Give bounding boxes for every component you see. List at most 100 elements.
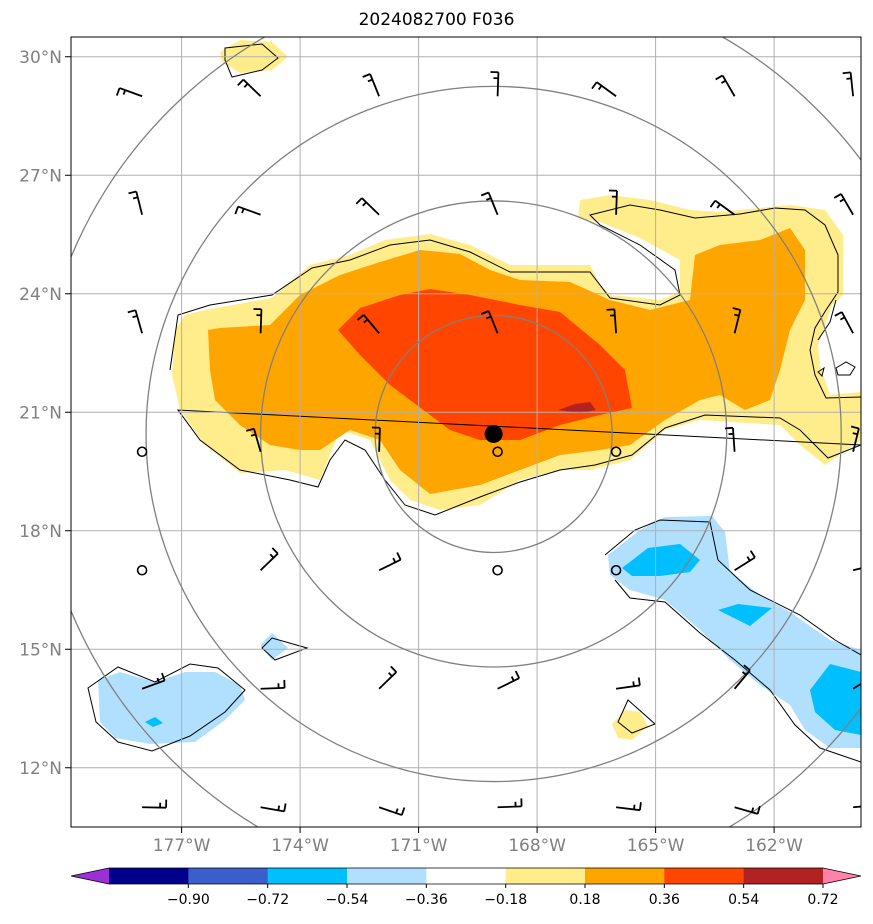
barb-feather [132,315,138,319]
barb-feather [834,311,843,317]
colorbar-tick-label: −0.90 [167,892,210,908]
barb-staff [141,679,165,690]
barb-staff [259,552,279,571]
barb-staff [242,78,262,97]
barb-feather [743,664,751,672]
barb-staff [721,75,736,97]
wind-barb [615,802,642,812]
wind-barb [480,191,499,216]
barb-staff [378,427,381,452]
wind-barb [378,552,402,572]
barb-feather [486,315,492,320]
barb-feather [250,433,256,437]
calm-circle [492,446,503,458]
colorbar-tick-label: 0.54 [728,892,759,908]
colorbar-extend-high [823,868,861,884]
barb-feather [715,74,724,81]
wind-barb [480,310,499,334]
barb-staff [852,567,861,572]
barb-feather [277,805,281,811]
wind-barb [234,205,261,216]
barb-staff [596,81,617,97]
positive-anomaly-area [612,710,648,740]
barb-feather [132,196,138,200]
barb-staff [362,314,380,334]
wind-barb [497,670,520,690]
negative-anomaly-area [718,604,772,626]
barb-feather [127,309,136,314]
wind-barb [615,677,641,690]
wind-barb [734,805,761,815]
wind-barb [853,805,861,809]
barb-staff [260,687,285,690]
negative-anomaly-area [98,672,245,744]
barb-feather [637,677,641,686]
lat-tick-label: 21°N [19,403,62,423]
wind-barb [378,665,398,690]
wind-barb [127,309,143,334]
negative-anomaly-area [145,717,163,727]
wind-barb [246,427,262,452]
barb-staff [259,309,263,334]
contour-line [176,409,861,516]
lat-tick-label: 24°N [19,285,62,305]
contour-line [87,663,246,752]
wind-barb [709,199,736,216]
anomaly-fill-layer [98,40,861,748]
barb-staff [734,806,758,815]
barb-feather [606,308,615,311]
wind-barbs [115,71,861,816]
wind-barb [834,311,854,334]
barb-feather [283,803,287,812]
barb-staff [487,192,499,216]
lon-tick-label: 174°W [271,836,329,856]
colorbar-segment [505,868,586,884]
colorbar-tick-label: −0.36 [405,892,448,908]
barb-staff [253,428,262,452]
contour-line [604,519,861,656]
lon-tick-label: 168°W [508,836,566,856]
colorbar-tick-label: −0.72 [246,892,289,908]
wind-barb [497,798,523,809]
contour-line [614,579,861,763]
barb-staff [853,805,861,809]
barb-feather [356,314,365,321]
barb-feather [597,85,603,91]
barb-feather [850,425,860,430]
barb-staff [378,558,402,572]
negative-anomaly-area [622,544,700,576]
wind-barb [355,197,380,216]
wind-barb [852,567,861,572]
calm-circle [492,564,503,576]
barb-feather [480,191,489,197]
barb-feather [234,206,239,215]
barb-staff [496,72,500,97]
barb-staff [841,311,854,334]
wind-barb [260,803,287,813]
calm-circle [610,564,622,576]
wind-barb [237,78,262,97]
storm-center-marker [484,424,503,443]
barb-feather [161,672,166,681]
barb-staff [852,682,861,690]
wind-barb [128,190,143,215]
barb-staff [361,197,380,216]
barb-feather [355,197,363,205]
barb-staff [237,205,261,216]
contour-line [817,299,837,341]
contour-line [835,361,856,376]
barb-feather [396,552,402,561]
barb-feather [388,672,393,677]
barb-feather [269,553,275,559]
lat-tick-label: 27°N [19,166,62,186]
contour-lines [87,43,861,763]
barb-staff [840,193,854,216]
barb-feather [128,190,137,195]
lat-tick-label: 18°N [19,522,62,542]
colorbar-segment [426,868,507,884]
barb-staff [733,309,742,334]
positive-anomaly-area [338,289,632,440]
positive-anomaly-area [558,402,596,413]
barb-staff [733,669,751,690]
